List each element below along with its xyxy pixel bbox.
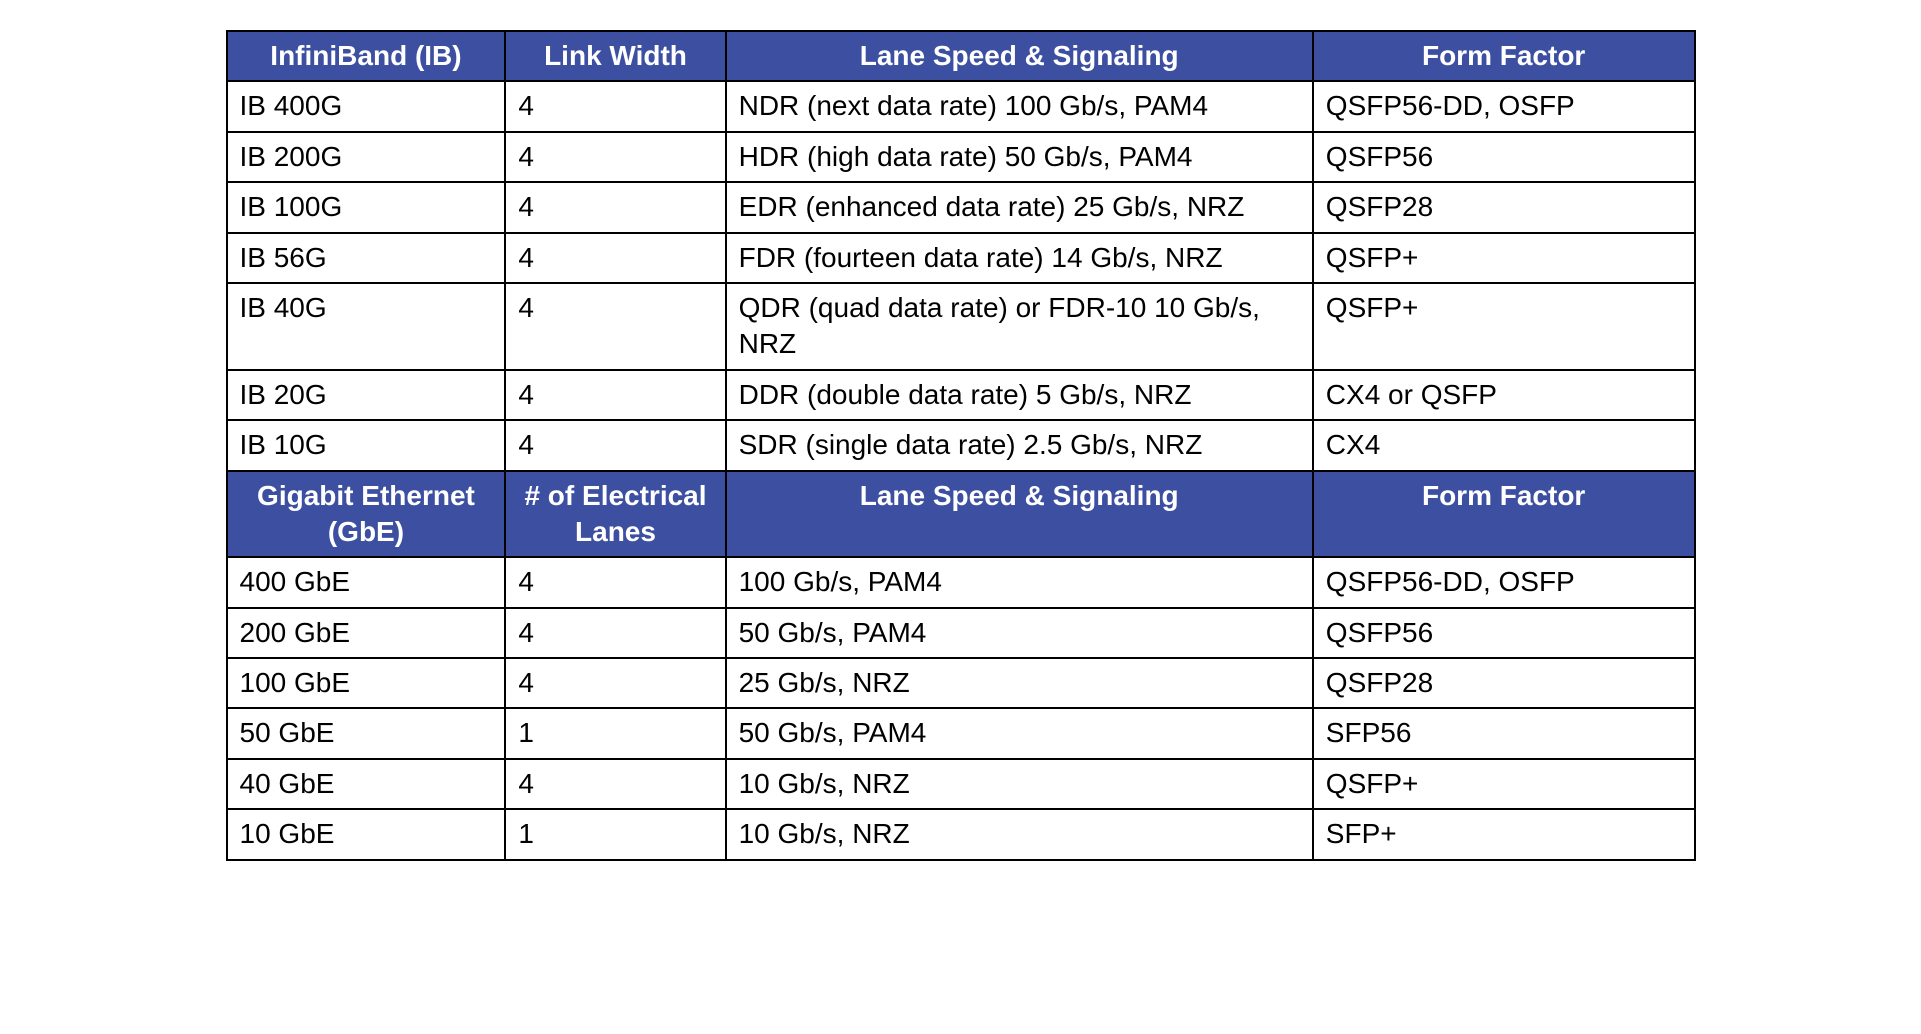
cell-ib-formfactor: CX4 or QSFP xyxy=(1313,370,1695,420)
table-row: IB 40G 4 QDR (quad data rate) or FDR-10 … xyxy=(227,283,1695,370)
cell-ib-lanespeed: NDR (next data rate) 100 Gb/s, PAM4 xyxy=(726,81,1313,131)
table-row: 400 GbE 4 100 Gb/s, PAM4 QSFP56-DD, OSFP xyxy=(227,557,1695,607)
cell-ib-lanespeed: EDR (enhanced data rate) 25 Gb/s, NRZ xyxy=(726,182,1313,232)
cell-ib-linkwidth: 4 xyxy=(505,81,725,131)
cell-gbe-formfactor: QSFP56 xyxy=(1313,608,1695,658)
header-ib-lanespeed: Lane Speed & Signaling xyxy=(726,31,1313,81)
table-row: IB 100G 4 EDR (enhanced data rate) 25 Gb… xyxy=(227,182,1695,232)
header-gbe-lanes: # of Electrical Lanes xyxy=(505,471,725,558)
cell-gbe-name: 200 GbE xyxy=(227,608,506,658)
table-row: 100 GbE 4 25 Gb/s, NRZ QSFP28 xyxy=(227,658,1695,708)
cell-ib-lanespeed: DDR (double data rate) 5 Gb/s, NRZ xyxy=(726,370,1313,420)
header-row-gbe: Gigabit Ethernet (GbE) # of Electrical L… xyxy=(227,471,1695,558)
header-gbe-name: Gigabit Ethernet (GbE) xyxy=(227,471,506,558)
cell-ib-linkwidth: 4 xyxy=(505,420,725,470)
cell-ib-name: IB 56G xyxy=(227,233,506,283)
cell-ib-lanespeed: SDR (single data rate) 2.5 Gb/s, NRZ xyxy=(726,420,1313,470)
cell-gbe-name: 40 GbE xyxy=(227,759,506,809)
cell-gbe-lanespeed: 10 Gb/s, NRZ xyxy=(726,809,1313,859)
cell-ib-name: IB 10G xyxy=(227,420,506,470)
cell-ib-linkwidth: 4 xyxy=(505,132,725,182)
cell-gbe-lanespeed: 100 Gb/s, PAM4 xyxy=(726,557,1313,607)
cell-ib-name: IB 40G xyxy=(227,283,506,370)
cell-ib-formfactor: QSFP28 xyxy=(1313,182,1695,232)
cell-gbe-lanes: 1 xyxy=(505,809,725,859)
cell-gbe-lanespeed: 50 Gb/s, PAM4 xyxy=(726,708,1313,758)
cell-gbe-lanes: 4 xyxy=(505,759,725,809)
cell-ib-name: IB 200G xyxy=(227,132,506,182)
cell-gbe-lanes: 1 xyxy=(505,708,725,758)
cell-ib-formfactor: QSFP56 xyxy=(1313,132,1695,182)
cell-gbe-lanespeed: 10 Gb/s, NRZ xyxy=(726,759,1313,809)
cell-gbe-name: 50 GbE xyxy=(227,708,506,758)
cell-ib-linkwidth: 4 xyxy=(505,370,725,420)
cell-ib-formfactor: QSFP+ xyxy=(1313,233,1695,283)
table-row: IB 20G 4 DDR (double data rate) 5 Gb/s, … xyxy=(227,370,1695,420)
cell-ib-linkwidth: 4 xyxy=(505,182,725,232)
header-ib-formfactor: Form Factor xyxy=(1313,31,1695,81)
cell-ib-lanespeed: HDR (high data rate) 50 Gb/s, PAM4 xyxy=(726,132,1313,182)
header-gbe-lanespeed: Lane Speed & Signaling xyxy=(726,471,1313,558)
table-row: 50 GbE 1 50 Gb/s, PAM4 SFP56 xyxy=(227,708,1695,758)
cell-ib-formfactor: QSFP+ xyxy=(1313,283,1695,370)
table-row: 200 GbE 4 50 Gb/s, PAM4 QSFP56 xyxy=(227,608,1695,658)
header-row-infiniband: InfiniBand (IB) Link Width Lane Speed & … xyxy=(227,31,1695,81)
cell-ib-name: IB 400G xyxy=(227,81,506,131)
header-ib-linkwidth: Link Width xyxy=(505,31,725,81)
cell-gbe-name: 10 GbE xyxy=(227,809,506,859)
cell-ib-formfactor: CX4 xyxy=(1313,420,1695,470)
cell-gbe-formfactor: SFP+ xyxy=(1313,809,1695,859)
cell-gbe-formfactor: QSFP+ xyxy=(1313,759,1695,809)
cell-ib-name: IB 20G xyxy=(227,370,506,420)
table-row: IB 200G 4 HDR (high data rate) 50 Gb/s, … xyxy=(227,132,1695,182)
cell-ib-formfactor: QSFP56-DD, OSFP xyxy=(1313,81,1695,131)
table-row: 10 GbE 1 10 Gb/s, NRZ SFP+ xyxy=(227,809,1695,859)
table-row: IB 10G 4 SDR (single data rate) 2.5 Gb/s… xyxy=(227,420,1695,470)
cell-gbe-lanes: 4 xyxy=(505,658,725,708)
header-gbe-formfactor: Form Factor xyxy=(1313,471,1695,558)
cell-gbe-lanes: 4 xyxy=(505,608,725,658)
cell-gbe-formfactor: QSFP28 xyxy=(1313,658,1695,708)
cell-gbe-lanes: 4 xyxy=(505,557,725,607)
table-row: IB 56G 4 FDR (fourteen data rate) 14 Gb/… xyxy=(227,233,1695,283)
cell-ib-name: IB 100G xyxy=(227,182,506,232)
cell-ib-lanespeed: QDR (quad data rate) or FDR-10 10 Gb/s, … xyxy=(726,283,1313,370)
cell-ib-lanespeed: FDR (fourteen data rate) 14 Gb/s, NRZ xyxy=(726,233,1313,283)
cell-gbe-lanespeed: 25 Gb/s, NRZ xyxy=(726,658,1313,708)
cell-ib-linkwidth: 4 xyxy=(505,283,725,370)
cell-gbe-name: 100 GbE xyxy=(227,658,506,708)
cell-ib-linkwidth: 4 xyxy=(505,233,725,283)
spec-table: InfiniBand (IB) Link Width Lane Speed & … xyxy=(226,30,1696,861)
cell-gbe-formfactor: SFP56 xyxy=(1313,708,1695,758)
cell-gbe-formfactor: QSFP56-DD, OSFP xyxy=(1313,557,1695,607)
table-row: IB 400G 4 NDR (next data rate) 100 Gb/s,… xyxy=(227,81,1695,131)
cell-gbe-name: 400 GbE xyxy=(227,557,506,607)
table-row: 40 GbE 4 10 Gb/s, NRZ QSFP+ xyxy=(227,759,1695,809)
header-ib-name: InfiniBand (IB) xyxy=(227,31,506,81)
cell-gbe-lanespeed: 50 Gb/s, PAM4 xyxy=(726,608,1313,658)
